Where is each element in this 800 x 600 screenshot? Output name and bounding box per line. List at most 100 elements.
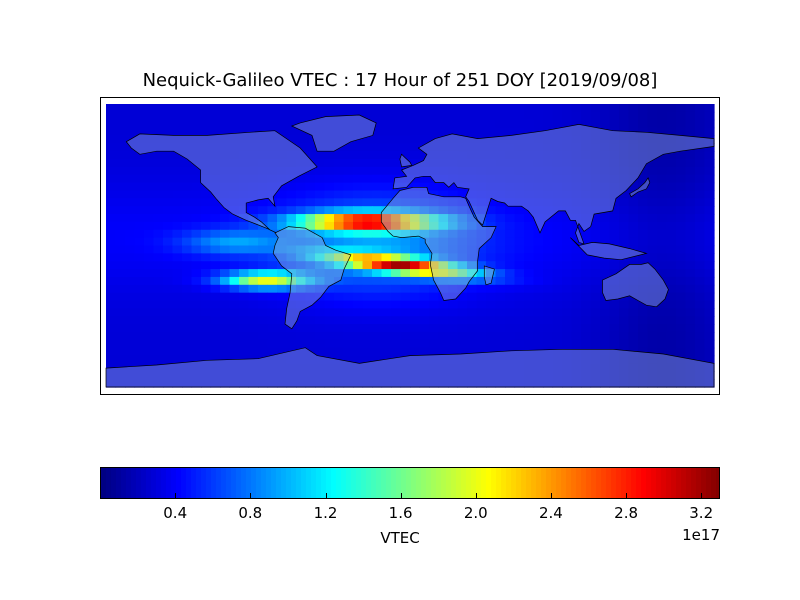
heatmap-cell <box>353 151 364 160</box>
heatmap-cell <box>486 221 497 231</box>
heatmap-cell <box>381 159 392 168</box>
heatmap-cell <box>334 339 345 349</box>
heatmap-cell <box>381 261 392 270</box>
colorbar-segment <box>311 468 317 498</box>
heatmap-cell <box>324 269 335 278</box>
heatmap-cell <box>305 135 316 144</box>
heatmap-cell <box>286 206 297 215</box>
heatmap-cell <box>438 111 449 121</box>
heatmap-cell <box>609 151 620 160</box>
heatmap-cell <box>495 284 506 294</box>
heatmap-cell <box>628 261 639 270</box>
heatmap-cell <box>638 300 649 309</box>
heatmap-cell <box>106 159 117 168</box>
heatmap-cell <box>258 379 269 388</box>
heatmap-cell <box>514 324 525 333</box>
heatmap-cell <box>296 379 307 388</box>
heatmap-cell <box>134 206 145 215</box>
heatmap-cell <box>343 198 354 207</box>
colorbar-segment <box>466 468 472 498</box>
heatmap-cell <box>220 190 231 199</box>
heatmap-cell <box>239 253 250 262</box>
heatmap-cell <box>647 300 658 309</box>
heatmap-cell <box>552 166 563 176</box>
heatmap-cell <box>448 261 459 270</box>
heatmap-cell <box>258 166 269 176</box>
colorbar-segment <box>566 468 572 498</box>
heatmap-cell <box>495 166 506 176</box>
heatmap-cell <box>286 363 297 372</box>
heatmap-cell <box>353 292 364 302</box>
heatmap-cell <box>590 300 601 309</box>
heatmap-cell <box>229 371 240 380</box>
heatmap-cell <box>457 198 468 207</box>
heatmap-cell <box>676 245 687 254</box>
heatmap-cell <box>163 371 174 380</box>
heatmap-cell <box>467 245 478 254</box>
heatmap-cell <box>182 269 193 278</box>
heatmap-cell <box>419 245 430 254</box>
heatmap-cell <box>372 151 383 160</box>
heatmap-cell <box>381 166 392 176</box>
heatmap-cell <box>514 316 525 325</box>
heatmap-cell <box>391 300 402 309</box>
heatmap-cell <box>220 379 231 388</box>
heatmap-cell <box>144 253 155 262</box>
heatmap-cell <box>457 221 468 231</box>
heatmap-cell <box>581 292 592 302</box>
heatmap-cell <box>419 284 430 294</box>
heatmap-cell <box>305 111 316 121</box>
heatmap-cell <box>125 347 136 357</box>
heatmap-cell <box>419 151 430 160</box>
heatmap-cell <box>172 331 183 341</box>
heatmap-cell <box>153 269 164 278</box>
heatmap-cell <box>248 214 259 223</box>
heatmap-cell <box>362 190 373 199</box>
heatmap-cell <box>552 198 563 207</box>
heatmap-cell <box>647 245 658 254</box>
heatmap-cell <box>296 339 307 349</box>
colorbar-segment <box>401 468 407 498</box>
heatmap-cell <box>334 119 345 129</box>
heatmap-cell <box>429 166 440 176</box>
heatmap-cell <box>619 111 630 121</box>
heatmap-cell <box>372 371 383 380</box>
heatmap-cell <box>457 347 468 357</box>
heatmap-cell <box>125 182 136 192</box>
heatmap-cell <box>210 198 221 207</box>
heatmap-cell <box>267 229 278 239</box>
heatmap-cell <box>182 363 193 372</box>
heatmap-cell <box>267 111 278 121</box>
heatmap-cell <box>438 206 449 215</box>
heatmap-cell <box>163 229 174 239</box>
heatmap-cell <box>695 363 706 372</box>
heatmap-cell <box>600 316 611 325</box>
heatmap-cell <box>343 300 354 309</box>
heatmap-cell <box>106 127 117 137</box>
heatmap-cell <box>296 253 307 262</box>
heatmap-cell <box>666 190 677 199</box>
heatmap-cell <box>315 253 326 262</box>
heatmap-cell <box>476 135 487 144</box>
heatmap-cell <box>286 127 297 137</box>
heatmap-cell <box>638 253 649 262</box>
heatmap-cell <box>638 331 649 341</box>
heatmap-cell <box>647 174 658 184</box>
heatmap-cell <box>391 182 402 192</box>
heatmap-cell <box>191 276 202 286</box>
heatmap-cell <box>248 143 259 152</box>
heatmap-cell <box>647 198 658 207</box>
heatmap-cell <box>220 316 231 325</box>
heatmap-cell <box>400 214 411 223</box>
heatmap-cell <box>704 371 715 380</box>
heatmap-cell <box>220 363 231 372</box>
heatmap-cell <box>448 379 459 388</box>
heatmap-cell <box>125 261 136 270</box>
heatmap-cell <box>372 159 383 168</box>
heatmap-cell <box>533 261 544 270</box>
heatmap-cell <box>448 284 459 294</box>
heatmap-cell <box>638 276 649 286</box>
colorbar-segment <box>106 468 112 498</box>
heatmap-cell <box>467 206 478 215</box>
heatmap-cell <box>600 174 611 184</box>
